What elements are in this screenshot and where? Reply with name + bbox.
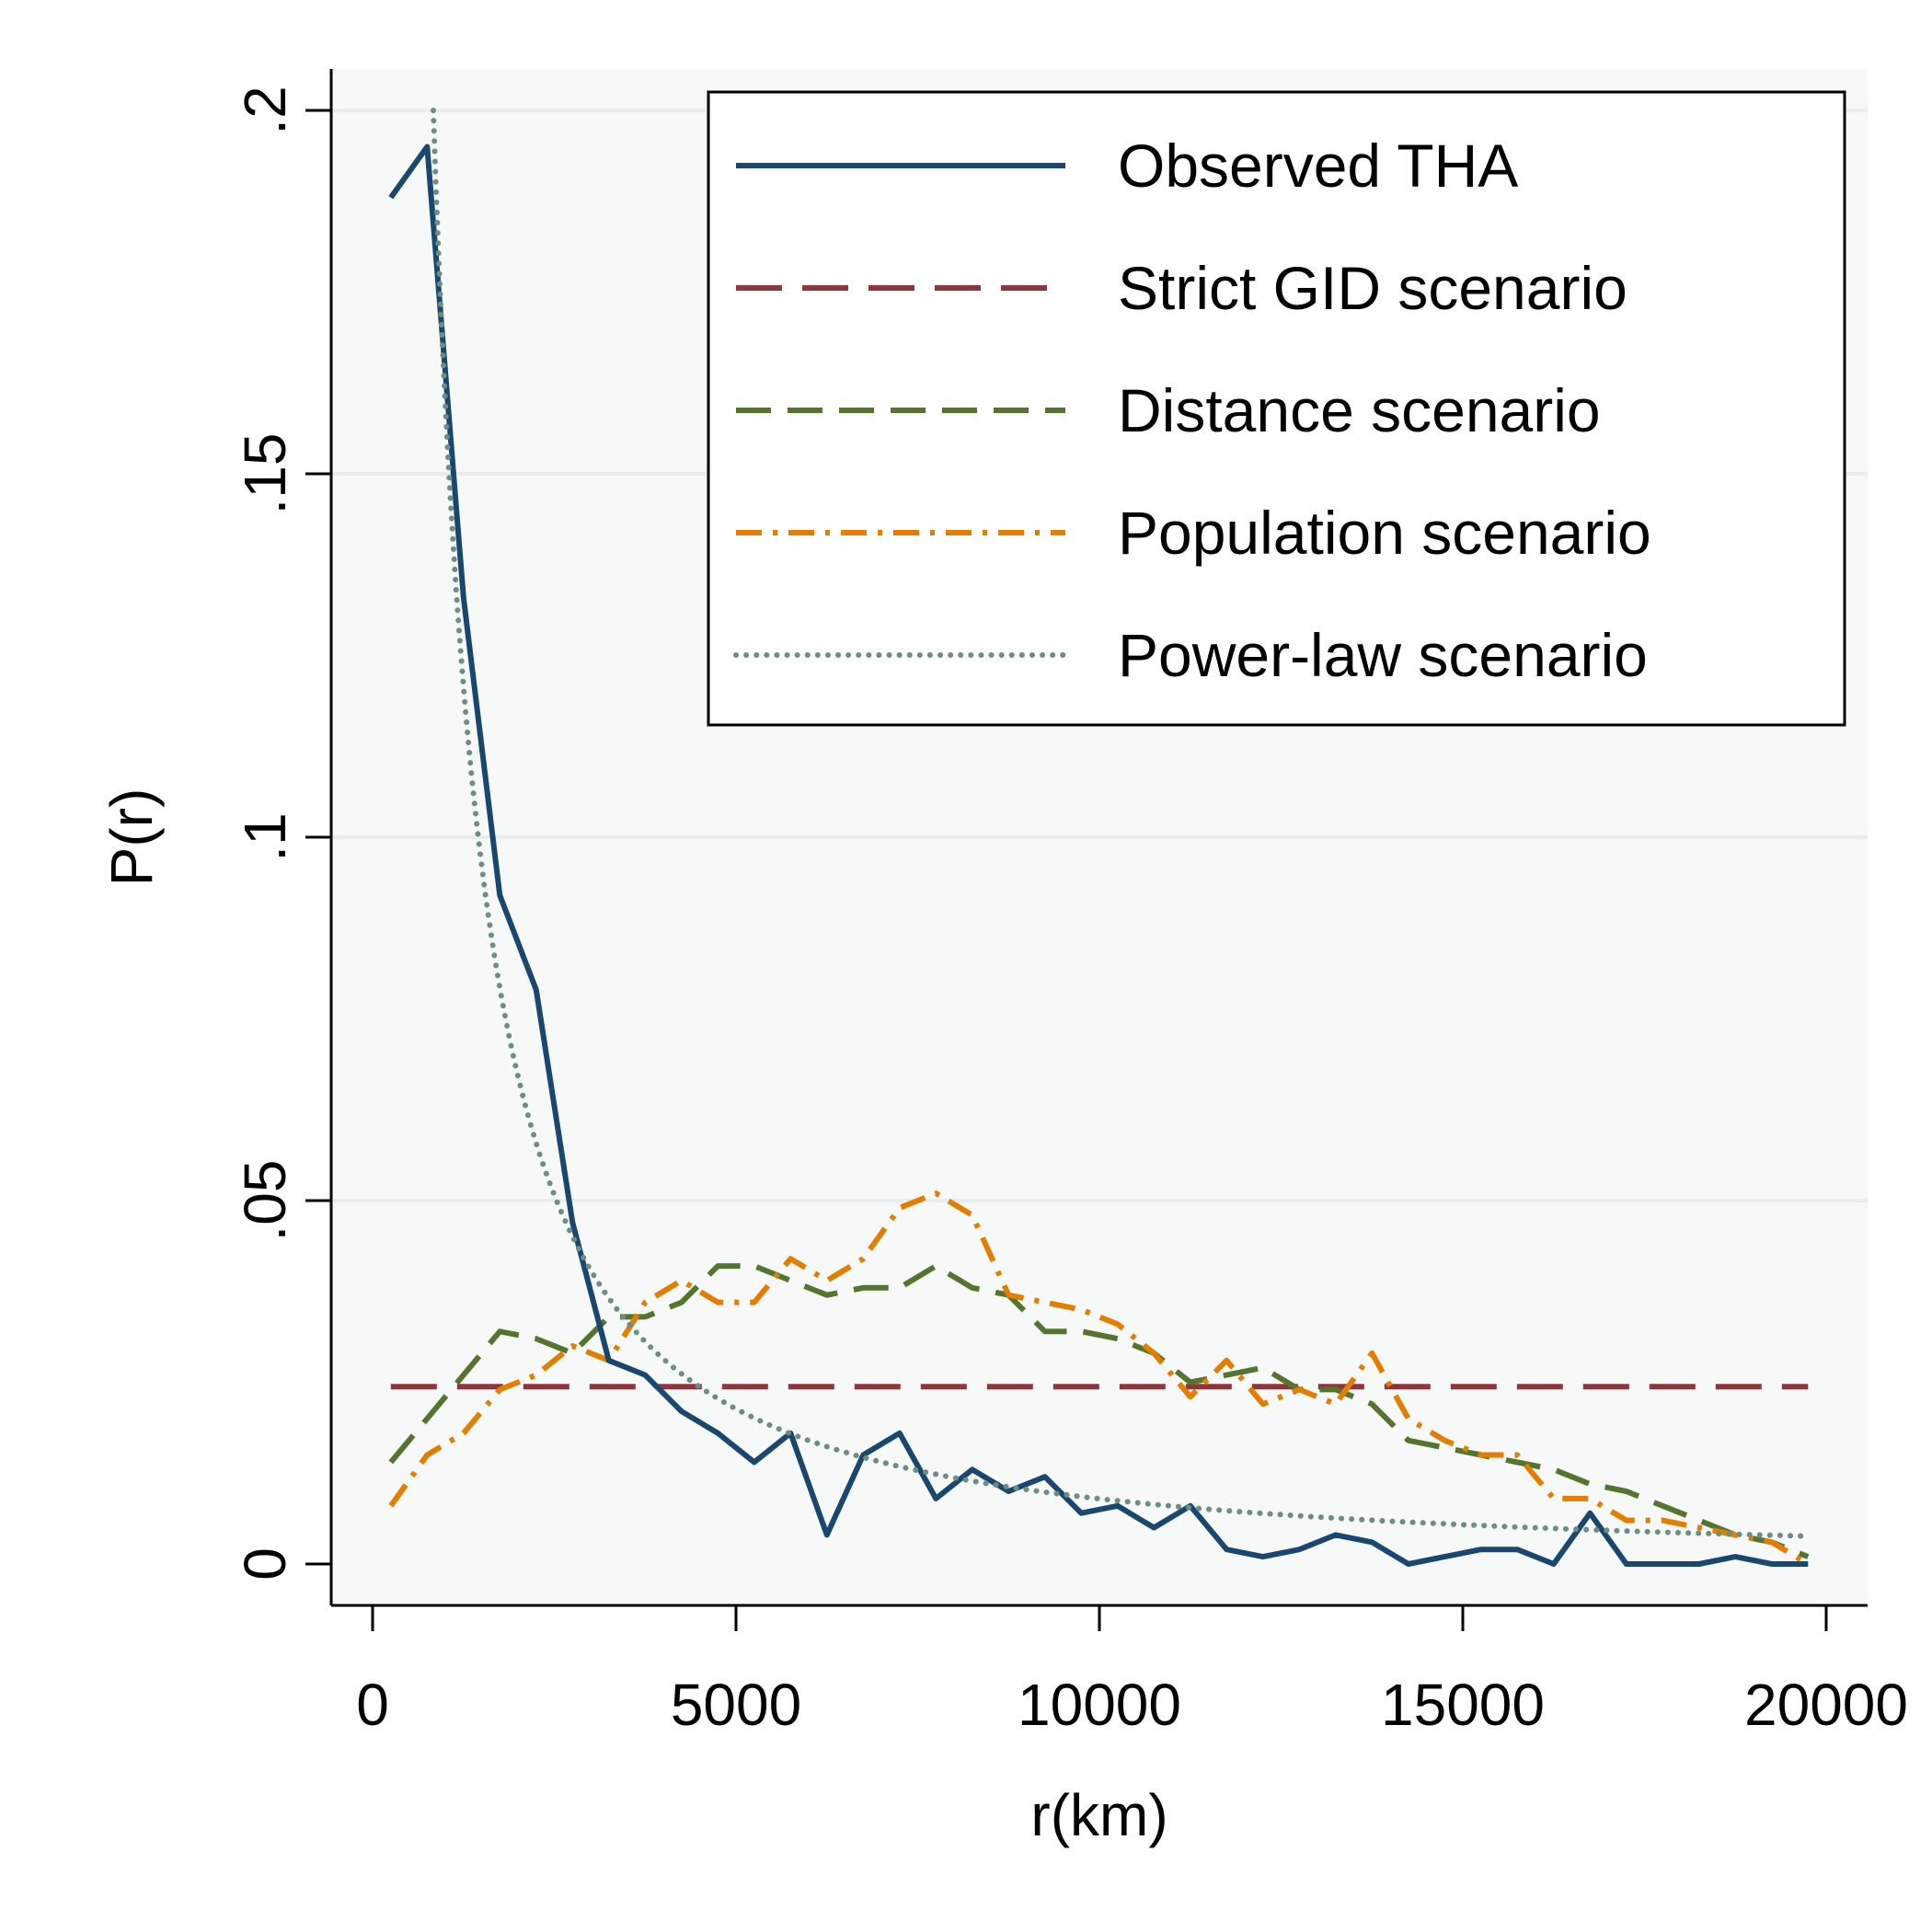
legend: Observed THA Strict GID scenario Distance … — [707, 90, 1846, 727]
series-layer — [388, 108, 1811, 1567]
y-tick-label-0: 0 — [232, 1547, 298, 1581]
axes — [305, 69, 1868, 1631]
series-distance-line — [388, 1263, 1810, 1559]
y-axis-title: P(r) — [98, 788, 165, 887]
series-population-line — [388, 1190, 1810, 1567]
y-tick-label-2: .1 — [232, 812, 298, 861]
y-tick-label-4: .2 — [232, 86, 298, 134]
y-tick-label-3: .15 — [232, 433, 298, 515]
legend-label-strict: Strict GID scenario — [1118, 254, 1627, 322]
legend-label-powerlaw: Power-law scenario — [1118, 621, 1648, 689]
x-tick-label-1: 5000 — [671, 1672, 801, 1738]
legend-label-distance: Distance scenario — [1118, 376, 1601, 444]
x-tick-label-4: 20000 — [1744, 1672, 1908, 1738]
legend-label-population: Population scenario — [1118, 499, 1651, 567]
legend-label-observed: Observed THA — [1118, 132, 1518, 200]
x-tick-label-3: 15000 — [1381, 1672, 1545, 1738]
tick-labels: 0 5000 10000 15000 20000 0 .05 .1 .15 .2 — [232, 86, 1908, 1738]
x-axis-title: r(km) — [1030, 1782, 1167, 1848]
y-tick-label-1: .05 — [232, 1160, 298, 1242]
x-tick-label-0: 0 — [356, 1672, 389, 1738]
series-observed-line — [388, 144, 1809, 1567]
x-tick-label-2: 10000 — [1018, 1672, 1181, 1738]
